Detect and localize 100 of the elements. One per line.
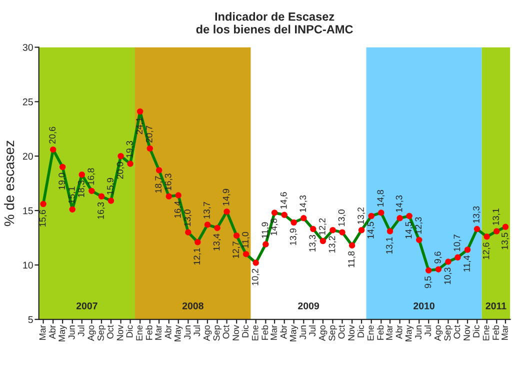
x-tick-label: May bbox=[58, 324, 67, 342]
x-tick-label: Ene bbox=[252, 325, 258, 340]
band-label: 2008 bbox=[182, 302, 204, 310]
text: 19,3 bbox=[126, 141, 134, 158]
text: 11,9 bbox=[262, 222, 270, 238]
x-tick-label: Mar bbox=[270, 325, 277, 340]
text: 15,9 bbox=[107, 178, 114, 195]
x-tick-label: Ago bbox=[88, 325, 96, 342]
x-tick-label: Sep bbox=[328, 325, 337, 341]
x-tick-label: May bbox=[405, 324, 414, 342]
x-tick-label: Jun bbox=[184, 326, 191, 340]
x-tick-label: Feb bbox=[492, 325, 500, 340]
x-tick-label: Mar bbox=[155, 325, 162, 340]
text: 18,7 bbox=[155, 176, 163, 193]
x-tick-label: Jun bbox=[68, 326, 75, 340]
x-tick-label: Mar bbox=[386, 325, 392, 340]
text: 14,8 bbox=[270, 218, 278, 236]
x-tick-label: Abr bbox=[280, 325, 287, 339]
y-tick-label: 20 bbox=[22, 152, 33, 160]
x-tick-label: Jun bbox=[415, 326, 422, 340]
x-tick-label: Dic bbox=[126, 325, 133, 338]
x-tick-label: Jul bbox=[78, 326, 84, 336]
chart-title: Indicador de Escasez de los bienes del INPC-AMC bbox=[196, 12, 353, 34]
x-tick-label: Feb bbox=[261, 325, 268, 340]
text: 14,9 bbox=[222, 188, 230, 206]
y-tick-label: 15 bbox=[23, 207, 33, 214]
x-tick-label: Oct bbox=[454, 325, 460, 339]
text: 13,9 bbox=[290, 228, 298, 245]
x-tick-label: Ene bbox=[136, 325, 143, 340]
text: 10,3 bbox=[444, 268, 452, 284]
text: 24,1 bbox=[136, 117, 144, 134]
y-tick-label: 30 bbox=[22, 44, 33, 51]
x-tick-label: Nov bbox=[464, 324, 470, 340]
band-label: 2010 bbox=[414, 302, 434, 310]
x-tick-label: Ago bbox=[319, 325, 328, 342]
text: 20,7 bbox=[146, 126, 154, 142]
x-tick-label: Nov bbox=[232, 324, 239, 340]
y-tick-label: 10 bbox=[23, 262, 33, 269]
text: 13,0 bbox=[338, 210, 346, 226]
text: 16,3 bbox=[164, 174, 172, 190]
text: 11,8 bbox=[348, 251, 356, 268]
x-tick-label: Oct bbox=[338, 325, 345, 339]
x-tick-label: Mar bbox=[502, 325, 508, 340]
x-tick-label: Feb bbox=[146, 325, 152, 340]
text: 16,4 bbox=[174, 201, 182, 218]
text: 12,3 bbox=[415, 217, 423, 234]
text: 14,6 bbox=[280, 192, 288, 209]
band-label: 2007 bbox=[76, 302, 98, 310]
x-tick-label: Abr bbox=[396, 325, 402, 339]
x-tick-label: Ene bbox=[482, 325, 490, 340]
text: 20,6 bbox=[49, 126, 57, 144]
x-tick-label: Ago bbox=[434, 325, 443, 342]
text: 14,8 bbox=[377, 190, 385, 206]
x-tick-label: Mar bbox=[39, 325, 46, 340]
text: 14,3 bbox=[300, 195, 308, 212]
x-tick-label: Jun bbox=[300, 326, 306, 340]
text: 16,8 bbox=[88, 168, 96, 185]
text: 13,2 bbox=[328, 236, 336, 253]
text: 13,1 bbox=[492, 208, 500, 225]
x-tick-label: Feb bbox=[376, 325, 384, 340]
x-tick-label: May bbox=[174, 324, 183, 342]
text: 15,6 bbox=[39, 210, 47, 226]
text: 12,6 bbox=[482, 242, 490, 260]
x-tick-label: Dic bbox=[472, 325, 480, 338]
x-tick-label: Abr bbox=[48, 325, 56, 339]
text: 13,3 bbox=[473, 206, 480, 223]
text: 16,3 bbox=[98, 202, 105, 219]
text: 10,7 bbox=[454, 234, 462, 252]
x-tick-label: Nov bbox=[116, 324, 124, 340]
x-tick-label: Sep bbox=[213, 325, 222, 341]
x-tick-label: Dic bbox=[242, 325, 248, 338]
text: 13,5 bbox=[502, 232, 509, 250]
text: 9,5 bbox=[424, 276, 432, 288]
x-tick-label: Dic bbox=[357, 325, 364, 338]
band-label: 2011 bbox=[486, 302, 506, 310]
text: 11,0 bbox=[242, 232, 250, 248]
text: 13,1 bbox=[386, 237, 394, 254]
text: 9,6 bbox=[434, 252, 442, 264]
x-tick-label: Oct bbox=[107, 325, 114, 339]
text: 14,5 bbox=[367, 222, 375, 238]
x-tick-label: Abr bbox=[164, 325, 172, 339]
text: 19,0 bbox=[58, 172, 66, 190]
y-axis-title: % de escasez bbox=[4, 140, 14, 226]
x-tick-label: Ago bbox=[204, 325, 212, 342]
text: 13,2 bbox=[358, 207, 366, 224]
text: 15,1 bbox=[68, 186, 76, 204]
text: 12,2 bbox=[318, 218, 326, 235]
x-tick-label: Nov bbox=[348, 324, 354, 340]
text: 20,0 bbox=[116, 162, 124, 179]
text: 13,4 bbox=[213, 234, 221, 250]
text: 13,3 bbox=[309, 235, 317, 252]
x-tick-label: Sep bbox=[444, 325, 452, 341]
x-tick-label: Jul bbox=[193, 326, 200, 336]
x-tick-label: Jul bbox=[424, 326, 432, 336]
text: 14,5 bbox=[405, 222, 413, 238]
x-tick-label: May bbox=[290, 324, 298, 342]
x-tick-label: Ene bbox=[367, 325, 374, 340]
text: 14,3 bbox=[396, 195, 404, 212]
text: 12,1 bbox=[194, 248, 202, 265]
text: 18,3 bbox=[78, 180, 86, 198]
